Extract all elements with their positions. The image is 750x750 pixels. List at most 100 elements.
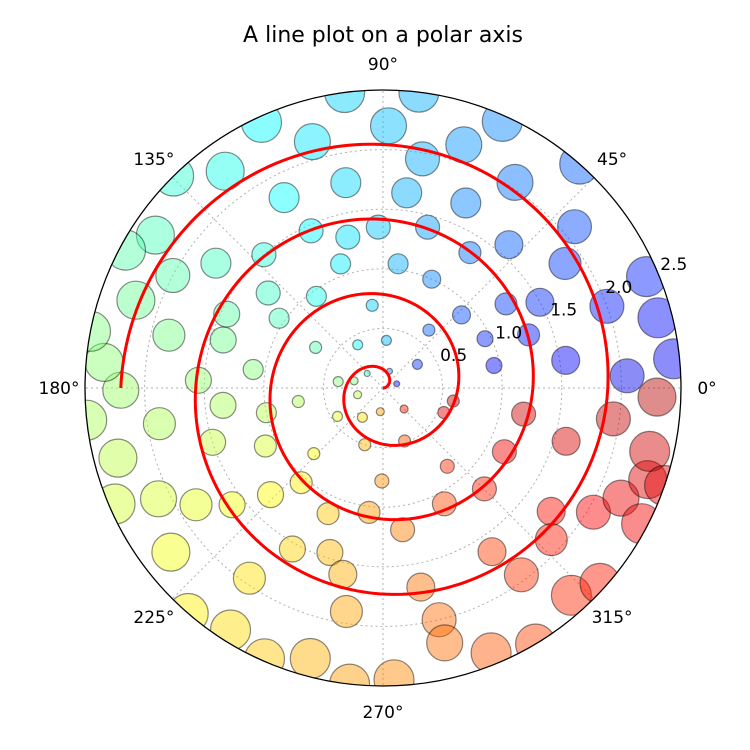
scatter-point xyxy=(232,561,266,595)
scatter-point xyxy=(393,380,401,388)
scatter-point xyxy=(477,537,507,567)
scatter-point xyxy=(330,167,362,199)
scatter-point xyxy=(291,394,305,409)
scatter-point xyxy=(415,214,441,240)
radial-tick-label: 2.0 xyxy=(605,278,632,298)
scatter-point xyxy=(525,287,555,317)
scatter-point xyxy=(496,163,534,201)
scatter-point xyxy=(602,479,640,517)
scatter-point xyxy=(503,557,540,593)
radial-gridline xyxy=(203,208,563,568)
scatter-point xyxy=(451,305,472,325)
scatter-point xyxy=(152,318,186,352)
scatter-point xyxy=(200,247,232,279)
angle-tick-label: 270° xyxy=(363,703,404,723)
scatter-point xyxy=(142,407,176,441)
scatter-point xyxy=(548,246,582,281)
scatter-point xyxy=(268,182,300,214)
scatter-point xyxy=(373,659,415,686)
scatter-point xyxy=(450,187,482,219)
scatter-point xyxy=(470,632,512,674)
scatter-point xyxy=(363,369,371,378)
angle-tick-label: 0° xyxy=(697,379,716,399)
scatter-point xyxy=(353,390,363,400)
scatter-point xyxy=(268,307,290,329)
axis-labels: 0° 45° 90° 135° 180° 225° 270° 315° 0.5 1.0 1.5 2.0… xyxy=(39,55,717,723)
scatter-point xyxy=(609,358,645,394)
scatter-point xyxy=(575,494,612,530)
scatter-point xyxy=(352,339,364,351)
scatter-point xyxy=(476,330,494,348)
scatter-point xyxy=(551,345,581,375)
scatter-point xyxy=(471,476,497,502)
scatter-point xyxy=(550,574,593,616)
chart-title: A line plot on a polar axis xyxy=(243,23,523,48)
radial-gridline xyxy=(263,268,503,508)
scatter-point xyxy=(253,434,277,458)
scatter-point xyxy=(243,638,286,680)
polar-grid xyxy=(85,90,681,686)
scatter-point xyxy=(335,224,361,250)
scatter-point xyxy=(411,358,423,370)
scatter-point xyxy=(406,572,436,602)
scatter-point xyxy=(365,298,379,312)
radial-gridline xyxy=(322,327,444,449)
scatter-point xyxy=(155,257,191,294)
scatter-point xyxy=(556,209,593,245)
scatter-point xyxy=(637,297,679,339)
scatter-point xyxy=(278,535,306,563)
radial-tick-label: 1.0 xyxy=(495,323,522,343)
radial-tick-label: 0.5 xyxy=(440,346,467,366)
scatter-point xyxy=(380,334,392,346)
scatter-point xyxy=(375,407,385,417)
angle-tick-label: 135° xyxy=(133,150,174,170)
scatter-point xyxy=(151,532,191,572)
scatter-point xyxy=(330,253,352,275)
scatter-point xyxy=(332,376,344,388)
scatter-point xyxy=(305,285,327,307)
scatter-point xyxy=(356,411,368,423)
scatter-point xyxy=(426,624,464,662)
scatter-point xyxy=(205,151,245,191)
scatter-point xyxy=(374,473,390,489)
radial-tick-label: 1.5 xyxy=(550,301,577,321)
scatter-point xyxy=(209,326,237,354)
scatter-point xyxy=(652,338,681,380)
scatter-point xyxy=(242,358,264,381)
scatter-point xyxy=(179,488,213,522)
angle-tick-label: 180° xyxy=(39,379,80,399)
scatter-point xyxy=(135,215,175,255)
scatter-point xyxy=(399,404,409,414)
angle-tick-label: 45° xyxy=(597,150,627,170)
scatter-point xyxy=(289,471,313,495)
scatter-point xyxy=(551,426,581,456)
scatter-point xyxy=(255,402,277,424)
scatter-point xyxy=(329,594,363,629)
radial-tick-label: 2.5 xyxy=(660,255,687,275)
scatter-point xyxy=(218,491,246,519)
scatter-point xyxy=(422,323,436,337)
scatter-point xyxy=(494,230,524,260)
angle-tick-label: 225° xyxy=(133,608,174,628)
scatter-point xyxy=(139,480,178,518)
scatter-point xyxy=(387,253,409,275)
spiral-line xyxy=(119,142,610,596)
scatter-point xyxy=(209,391,237,419)
scatter-point xyxy=(331,410,344,422)
scatter-point xyxy=(579,562,621,605)
scatter-point xyxy=(316,538,344,567)
scatter-point xyxy=(391,177,423,209)
radial-gridline xyxy=(144,149,622,627)
polar-frame xyxy=(84,89,682,687)
scatter-point xyxy=(637,377,677,417)
scatter-point xyxy=(485,356,503,375)
scatter-point xyxy=(98,438,138,478)
scatter-point xyxy=(422,269,442,289)
scatter-point xyxy=(369,107,408,145)
scatter-point xyxy=(365,214,391,240)
scatter-point xyxy=(629,430,671,472)
spiral-line-series xyxy=(119,142,610,596)
angle-tick-label: 315° xyxy=(592,608,633,628)
scatter-point xyxy=(256,481,285,509)
